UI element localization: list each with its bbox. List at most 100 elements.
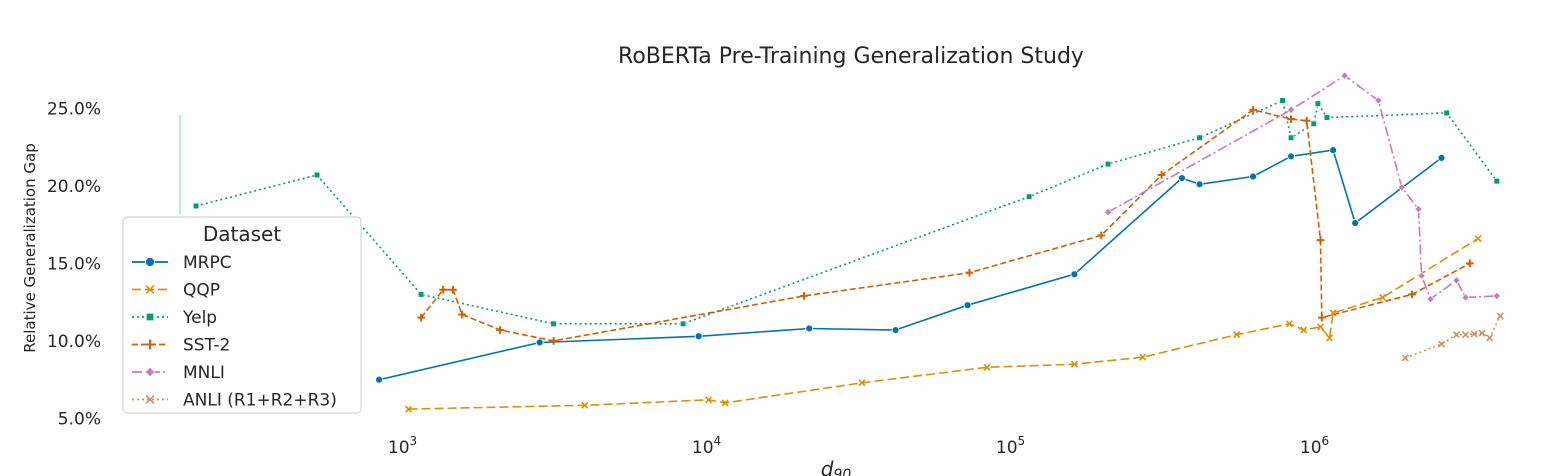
- series-line-qqp: [408, 237, 1479, 410]
- y-tick-label: 15.0%: [47, 254, 101, 274]
- legend-label: ANLI (R1+R2+R3): [183, 391, 337, 411]
- data-point-anli-r1-r2-r3: [1470, 330, 1478, 338]
- data-point-sst-2: [1249, 106, 1257, 114]
- data-point-qqp: [1474, 234, 1482, 243]
- data-point-yelp: [1493, 178, 1500, 185]
- data-point-sst-2: [1318, 313, 1326, 322]
- data-point-sst-2: [1302, 116, 1311, 125]
- data-point-mnli: [1426, 295, 1435, 304]
- data-point-qqp: [858, 379, 866, 387]
- x-axis-label: d90: [821, 457, 852, 476]
- data-point-sst-2: [549, 337, 558, 345]
- data-point-yelp: [1026, 193, 1033, 200]
- y-tick-label: 25.0%: [47, 99, 101, 119]
- data-point-sst-2: [1316, 236, 1325, 244]
- data-point-yelp: [1310, 120, 1317, 127]
- data-point-sst-2: [417, 313, 425, 322]
- data-point-mrpc: [694, 332, 703, 341]
- data-point-yelp: [550, 320, 557, 327]
- data-point-anli-r1-r2-r3: [1478, 329, 1486, 337]
- legend-label: MRPC: [183, 253, 232, 273]
- legend-item-sst-2: SST-2: [132, 336, 230, 356]
- series-mnli: [1104, 71, 1501, 304]
- data-point-mrpc: [1195, 180, 1204, 189]
- data-point-mnli: [1414, 205, 1423, 214]
- legend-item-mnli: MNLI: [132, 363, 225, 383]
- data-point-mrpc: [535, 338, 544, 347]
- data-point-mrpc: [963, 301, 972, 310]
- data-point-yelp: [1443, 109, 1450, 117]
- data-point-qqp: [1300, 326, 1308, 334]
- data-point-yelp: [1314, 100, 1321, 107]
- data-point-sst-2: [800, 292, 808, 300]
- data-point-sst-2: [965, 268, 974, 277]
- data-point-mrpc: [1329, 146, 1338, 155]
- data-point-sst-2: [1157, 171, 1166, 179]
- series-qqp: [404, 234, 1482, 413]
- data-point-mnli: [1104, 208, 1113, 217]
- series-anli-r1-r2-r3: [1401, 312, 1504, 362]
- data-point-mrpc: [1178, 174, 1186, 182]
- legend-title: Dataset: [203, 222, 281, 246]
- data-point-qqp: [1233, 331, 1241, 339]
- data-point-mrpc: [1070, 270, 1079, 279]
- data-point-yelp: [1196, 134, 1203, 141]
- data-point-yelp: [679, 320, 687, 327]
- series-line-sst-2: [420, 108, 1471, 342]
- series-yelp: [192, 97, 1500, 327]
- data-point-mrpc: [375, 375, 383, 384]
- data-point-sst-2: [1287, 115, 1295, 123]
- data-point-sst-2: [1097, 231, 1106, 240]
- legend-item-yelp: Yelp: [132, 308, 217, 328]
- data-point-anli-r1-r2-r3: [1401, 354, 1409, 362]
- legend-label: MNLI: [183, 363, 225, 383]
- data-point-anli-r1-r2-r3: [1486, 334, 1494, 342]
- data-point-sst-2: [1408, 290, 1416, 299]
- x-tick-label: 105: [996, 434, 1025, 458]
- tick-labels: 5.0% 10.0% 15.0% 20.0% 25.0% 103 104 105 106: [47, 99, 1329, 458]
- data-point-sst-2: [496, 326, 504, 334]
- series-line-mnli: [1107, 74, 1497, 301]
- data-point-qqp: [1325, 334, 1334, 342]
- series-mrpc: [375, 146, 1446, 384]
- data-point-mrpc: [891, 326, 900, 334]
- legend-marker: [145, 257, 155, 267]
- data-point-mrpc: [1437, 153, 1446, 162]
- data-point-anli-r1-r2-r3: [1437, 340, 1446, 348]
- series-line-anli-r1-r2-r3: [1405, 315, 1501, 359]
- data-point-qqp: [1285, 320, 1293, 328]
- series-line-mrpc: [378, 149, 1442, 381]
- legend-label: QQP: [183, 281, 220, 301]
- legend-item-qqp: QQP: [132, 281, 220, 301]
- data-point-sst-2: [439, 285, 447, 294]
- data-point-anli-r1-r2-r3: [1452, 331, 1461, 339]
- data-point-yelp: [1323, 114, 1331, 121]
- data-point-mnli: [1340, 71, 1349, 80]
- data-point-mnli: [1417, 271, 1426, 280]
- legend-marker: [146, 313, 154, 321]
- data-point-qqp: [1139, 353, 1147, 361]
- data-point-qqp: [983, 363, 991, 371]
- legend-marker: [144, 366, 156, 378]
- data-point-qqp: [1070, 360, 1078, 368]
- data-point-qqp: [704, 396, 713, 404]
- data-point-yelp: [1104, 160, 1112, 168]
- data-point-yelp: [1279, 97, 1286, 104]
- y-axis-label: Relative Generalization Gap: [21, 143, 39, 352]
- legend-box: [122, 216, 362, 414]
- data-point-mnli: [1374, 96, 1383, 105]
- data-point-qqp: [1379, 293, 1387, 302]
- legend-item-mrpc: MRPC: [132, 253, 232, 273]
- legend: Dataset MRPC QQP Yelp SST-2 MNLI ANLI (R1+R2+…: [122, 216, 362, 414]
- legend-marker: [145, 285, 155, 294]
- series-line-yelp: [195, 99, 1498, 325]
- data-point-yelp: [418, 291, 425, 298]
- series-sst-2: [417, 106, 1474, 345]
- data-point-anli-r1-r2-r3: [1462, 331, 1470, 339]
- x-tick-label: 104: [692, 434, 721, 458]
- data-point-mrpc: [1249, 172, 1257, 181]
- x-axis-label-subscript: 90: [833, 467, 851, 476]
- legend-label: Yelp: [182, 308, 217, 328]
- data-point-mnli: [1287, 105, 1296, 114]
